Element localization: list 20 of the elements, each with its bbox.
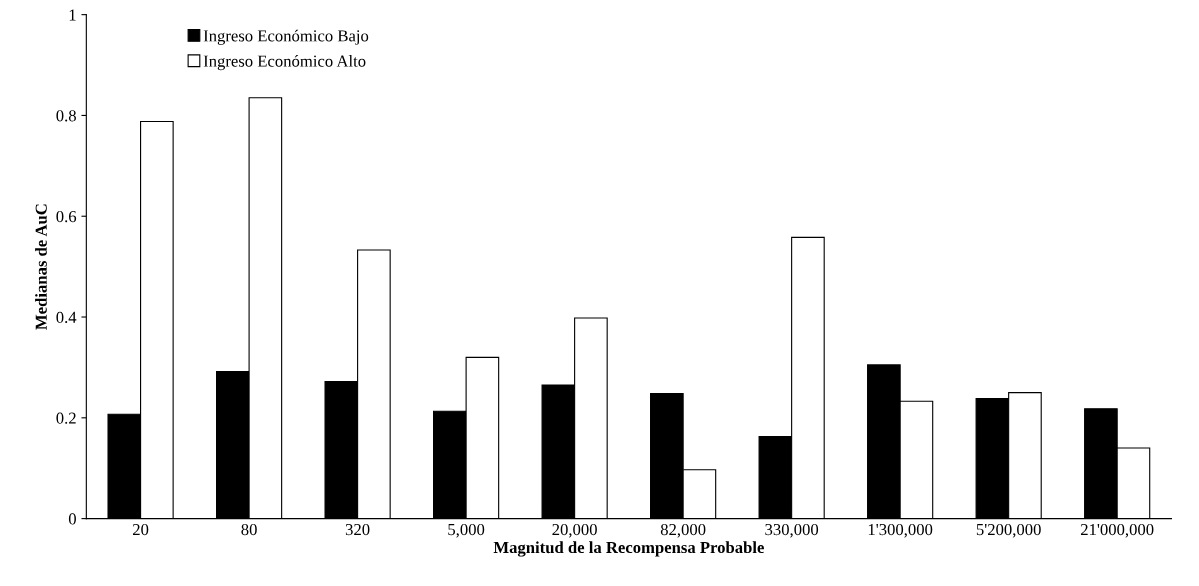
x-axis-title: Magnitud de la Recompensa Probable (493, 541, 764, 557)
x-tick-label: 20 (132, 523, 149, 536)
y-tick-label: 0.2 (56, 412, 76, 424)
legend-label: Ingreso Económico Bajo (203, 29, 369, 45)
legend-label: Ingreso Económico Alto (203, 54, 366, 71)
x-tick-label: 1'300,000 (868, 523, 933, 538)
x-tick-label: 320 (345, 523, 370, 536)
x-tick-label: 21'000,000 (1080, 523, 1154, 538)
x-tick-label: 82,000 (660, 523, 706, 538)
x-tick-label: 80 (241, 523, 257, 536)
y-tick-label: 0 (68, 513, 76, 525)
y-tick-label: 0.6 (56, 210, 77, 223)
x-tick-label: 5'200,000 (976, 523, 1041, 538)
x-tick-label: 20,000 (552, 523, 597, 538)
y-tick-label: 0.4 (56, 311, 77, 324)
x-tick-label: 330,000 (765, 523, 819, 538)
y-axis-title: Medianas de AuC (35, 204, 47, 330)
x-tick-label: 5,000 (448, 523, 485, 538)
y-tick-label: 1 (69, 9, 76, 21)
y-tick-label: 0.8 (56, 110, 76, 122)
